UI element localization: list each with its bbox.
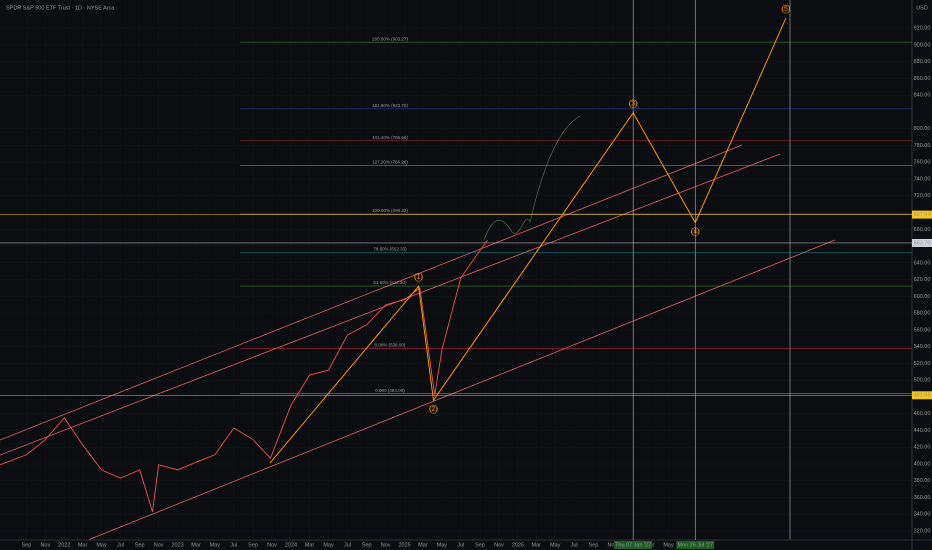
x-tick-label: Nov: [154, 542, 164, 548]
y-tick-label: 360.00: [914, 495, 931, 501]
x-tick-label: 2022: [58, 542, 70, 548]
x-tick-label: Mar: [305, 542, 315, 548]
y-tick-label: 840.00: [914, 93, 931, 99]
wave-point: [429, 405, 438, 414]
price-tag: [912, 210, 932, 219]
level-label: 200.00% (903.27): [372, 36, 408, 41]
wave-label: (2): [429, 406, 438, 413]
x-tick-label: Sep: [362, 542, 372, 548]
x-tick-label: Nov: [381, 542, 391, 548]
wave-label: (5): [782, 6, 791, 13]
y-tick-label: 780.00: [914, 143, 931, 149]
y-tick-label: 580.00: [914, 311, 931, 317]
y-tick-label: 440.00: [914, 428, 931, 434]
x-tick-label: Jul: [571, 542, 578, 548]
wave-point: [691, 227, 700, 236]
y-tick-label: 340.00: [914, 512, 931, 518]
x-tick-label: May: [96, 542, 107, 548]
x-tick-label: May: [550, 542, 561, 548]
y-tick-label: 880.00: [914, 59, 931, 65]
level-label: 127.20% (756.26): [372, 160, 408, 165]
grid: [0, 0, 912, 540]
wave-label: (4): [691, 228, 700, 235]
y-tick-label: 420.00: [914, 445, 931, 451]
level-label: 78.60% (652.33): [373, 247, 407, 252]
projection-path: [483, 115, 581, 241]
y-tick-label: 600.00: [914, 294, 931, 300]
level-label: 61.80% (612.30): [373, 280, 407, 285]
x-tick-label: Sep: [21, 542, 31, 548]
marker-label: Thu 07 Jan '27: [615, 542, 651, 548]
x-tick-label: Sep: [248, 542, 258, 548]
y-tick-label: 620.00: [914, 277, 931, 283]
level-label: 0.000 (484.00): [375, 388, 405, 393]
x-tick-label: 2024: [285, 542, 297, 548]
y-tick-label: 540.00: [914, 344, 931, 350]
y-tick-label: 320.00: [914, 528, 931, 534]
channel-line: [87, 239, 836, 541]
x-tick-label: 2026: [512, 542, 524, 548]
currency: USD: [916, 5, 928, 11]
x-tick-label: Sep: [135, 542, 145, 548]
series-line: [0, 239, 488, 512]
price-tag: [912, 238, 932, 247]
price-tag: [912, 391, 932, 400]
channel-line: [0, 144, 743, 441]
level-label: 100.00% (698.22): [372, 208, 408, 213]
wave-label: (1): [414, 274, 423, 281]
y-tick-label: 560.00: [914, 327, 931, 333]
price-tag-label: 663.70: [914, 240, 931, 246]
series-line: [269, 17, 787, 464]
wave-point: [414, 273, 423, 282]
marker-label: Mon 26 Jul '27: [677, 542, 713, 548]
channel-line: [0, 153, 781, 456]
x-tick-label: Jul: [117, 542, 124, 548]
x-tick-label: Jul: [344, 542, 351, 548]
x-tick-label: Sep: [475, 542, 485, 548]
x-tick-label: Mar: [78, 542, 88, 548]
y-tick-label: 900.00: [914, 42, 931, 48]
y-tick-label: 400.00: [914, 461, 931, 467]
x-tick-label: Mar: [191, 542, 201, 548]
y-tick-label: 800.00: [914, 126, 931, 132]
x-tick-label: May: [323, 542, 334, 548]
level-label: 0.00% (538.00): [375, 343, 406, 348]
x-tick-label: May: [210, 542, 221, 548]
wave-label: (3): [629, 101, 638, 108]
y-tick-label: 500.00: [914, 378, 931, 384]
x-tick-label: Nov: [607, 542, 617, 548]
marker-tag: [676, 541, 715, 549]
y-tick-label: 640.00: [914, 260, 931, 266]
price-tag-label: 481.98: [914, 393, 931, 399]
y-tick-label: 680.00: [914, 227, 931, 233]
y-tick-label: 860.00: [914, 76, 931, 82]
y-tick-label: 460.00: [914, 411, 931, 417]
level-label: 161.80% (823.70): [372, 103, 408, 108]
y-tick-label: 720.00: [914, 193, 931, 199]
x-tick-label: Sep: [589, 542, 599, 548]
marker-tag: [614, 541, 653, 549]
x-tick-label: Jul: [457, 542, 464, 548]
y-tick-label: 520.00: [914, 361, 931, 367]
x-tick-label: 2023: [171, 542, 183, 548]
wave-point: [628, 99, 638, 109]
x-tick-label: Mar: [418, 542, 428, 548]
x-tick-label: Mar: [532, 542, 542, 548]
wave-point: [781, 4, 791, 14]
y-tick-label: 760.00: [914, 160, 931, 166]
x-tick-label: May: [663, 542, 674, 548]
x-tick-label: Nov: [40, 542, 50, 548]
x-tick-label: May: [437, 542, 448, 548]
chart-title: SPDR S&P 500 ETF Trust · 1D · NYSE Arca: [6, 5, 115, 11]
level-label: 141.40% (785.66): [372, 135, 408, 140]
price-tag-label: 697.54: [914, 212, 931, 218]
y-tick-label: 740.00: [914, 176, 931, 182]
x-tick-label: Jul: [230, 542, 237, 548]
y-tick-label: 920.00: [914, 26, 931, 32]
x-tick-label: Nov: [267, 542, 277, 548]
y-tick-label: 380.00: [914, 478, 931, 484]
x-tick-label: 2025: [398, 542, 410, 548]
x-tick-label: Nov: [494, 542, 504, 548]
